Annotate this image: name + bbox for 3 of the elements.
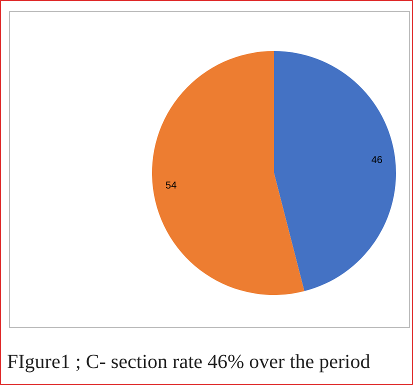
caption: FIgure1 ; C- section rate 46% over the period (7, 351, 370, 374)
data-label: 46 (371, 154, 383, 166)
data-label: 54 (166, 180, 178, 192)
